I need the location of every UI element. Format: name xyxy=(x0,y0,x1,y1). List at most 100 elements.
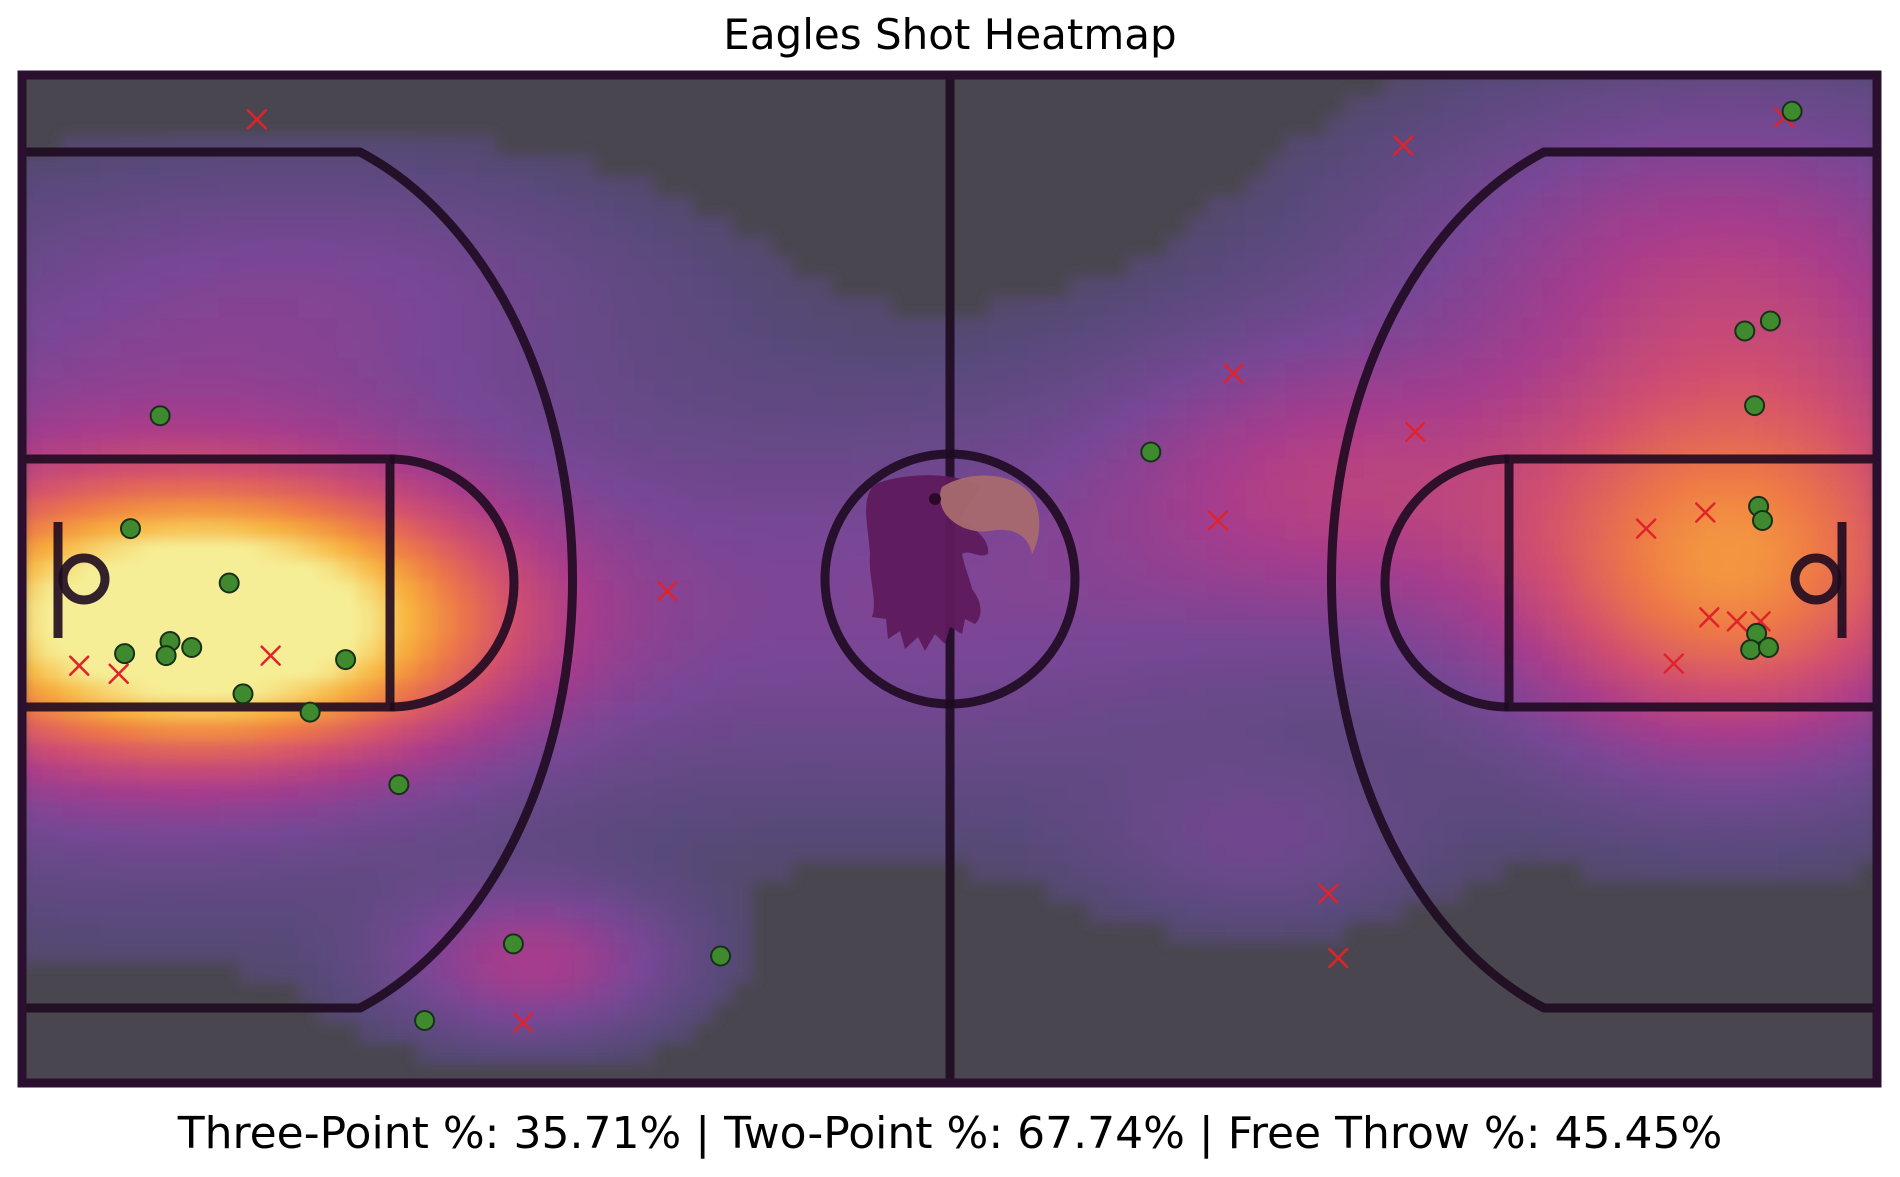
heatmap-cell xyxy=(396,276,418,298)
heatmap-cell xyxy=(1798,599,1819,621)
heatmap-cell xyxy=(396,1022,418,1044)
heatmap-cell xyxy=(1127,800,1148,822)
heatmap-cell xyxy=(1857,639,1877,661)
heatmap-cell xyxy=(1857,175,1877,197)
heatmap-cell xyxy=(160,720,181,742)
heatmap-cell xyxy=(1561,579,1582,601)
heatmap-cell xyxy=(1679,95,1701,117)
heatmap-cell xyxy=(1778,175,1799,197)
heatmap-cell xyxy=(298,538,319,560)
heatmap-cell xyxy=(515,962,537,984)
heatmap-cell xyxy=(1837,95,1859,117)
heatmap-cell xyxy=(1206,599,1227,621)
heatmap-cell xyxy=(1048,558,1069,580)
heatmap-cell xyxy=(1028,720,1050,742)
heatmap-cell xyxy=(831,417,852,439)
made-shot-marker xyxy=(232,683,254,705)
heatmap-cell xyxy=(515,841,537,863)
heatmap-cell xyxy=(574,316,596,339)
heatmap-cell xyxy=(1679,256,1701,278)
heatmap-cell xyxy=(1285,296,1306,318)
heatmap-cell xyxy=(1659,760,1681,782)
heatmap-cell xyxy=(1383,377,1405,399)
heatmap-cell xyxy=(1166,498,1188,520)
heatmap-cell xyxy=(120,679,142,701)
heatmap-cell xyxy=(594,861,615,883)
heatmap-cell xyxy=(850,619,872,641)
heatmap-cell xyxy=(258,175,280,197)
heatmap-cell xyxy=(594,1022,615,1044)
heatmap-cell xyxy=(219,256,240,278)
heatmap-cell xyxy=(1620,538,1642,560)
heatmap-cell xyxy=(633,458,655,480)
heatmap-cell xyxy=(475,1042,497,1064)
heatmap-cell xyxy=(41,437,63,460)
heatmap-cell xyxy=(278,599,300,621)
two-point-value: 67.74% xyxy=(1017,1108,1185,1159)
heatmap-cell xyxy=(1738,760,1760,782)
heatmap-cell xyxy=(732,679,754,701)
heatmap-cell xyxy=(1561,639,1582,661)
heatmap-cell xyxy=(1778,216,1799,238)
heatmap-cell xyxy=(61,639,83,661)
heatmap-cell xyxy=(614,538,635,560)
heatmap-cell xyxy=(278,397,300,419)
heatmap-cell xyxy=(318,256,339,278)
heatmap-cell xyxy=(1442,196,1464,218)
heatmap-cell xyxy=(1146,579,1168,601)
heatmap-cell xyxy=(831,296,852,318)
free-throw-label: Free Throw %: xyxy=(1227,1108,1541,1159)
heatmap-cell xyxy=(1067,377,1089,399)
heatmap-cell xyxy=(318,760,339,782)
heatmap-cell xyxy=(1640,599,1661,621)
heatmap-cell xyxy=(653,659,675,681)
heatmap-cell xyxy=(890,740,911,762)
heatmap-cell xyxy=(1008,296,1030,318)
heatmap-cell xyxy=(1541,478,1563,500)
heatmap-cell xyxy=(318,518,339,540)
heatmap-cell xyxy=(1541,538,1563,560)
heatmap-cell xyxy=(1679,679,1701,701)
heatmap-cell xyxy=(1541,639,1563,661)
heatmap-cell xyxy=(120,901,142,923)
heatmap-cell xyxy=(160,941,181,964)
heatmap-cell xyxy=(377,800,398,822)
heatmap-cell xyxy=(1502,296,1523,318)
heatmap-cell xyxy=(318,498,339,520)
heatmap-cell xyxy=(318,437,339,460)
heatmap-cell xyxy=(318,538,339,560)
heatmap-cell xyxy=(22,377,43,399)
heatmap-cell xyxy=(1798,760,1819,782)
heatmap-cell xyxy=(81,256,102,278)
heatmap-cell xyxy=(1028,296,1050,318)
heatmap-cell xyxy=(1403,579,1425,601)
heatmap-cell xyxy=(1383,901,1405,923)
heatmap-cell xyxy=(199,417,221,439)
heatmap-cell xyxy=(1146,276,1168,298)
heatmap-cell xyxy=(1363,155,1385,177)
heatmap-cell xyxy=(1087,679,1109,701)
heatmap-cell xyxy=(357,901,379,923)
heatmap-cell xyxy=(1699,659,1721,681)
heatmap-cell xyxy=(1817,599,1839,621)
heatmap-cell xyxy=(1067,740,1089,762)
heatmap-cell xyxy=(199,155,221,177)
heatmap-cell xyxy=(574,518,596,540)
heatmap-cell xyxy=(1521,639,1543,661)
heatmap-cell xyxy=(239,256,260,278)
heatmap-cell xyxy=(633,276,655,298)
heatmap-cell xyxy=(1798,357,1819,379)
heatmap-cell xyxy=(712,800,734,822)
heatmap-cell xyxy=(1324,861,1346,883)
heatmap-cell xyxy=(811,458,833,480)
heatmap-cell xyxy=(179,256,201,278)
heatmap-cell xyxy=(1462,558,1484,580)
heatmap-cell xyxy=(357,841,379,863)
heatmap-cell xyxy=(377,357,398,379)
heatmap-cell xyxy=(199,397,221,419)
heatmap-cell xyxy=(1778,518,1799,540)
heatmap-cell xyxy=(594,518,615,540)
heatmap-cell xyxy=(1817,175,1839,197)
heatmap-cell xyxy=(436,700,458,722)
heatmap-cell xyxy=(1581,639,1602,661)
